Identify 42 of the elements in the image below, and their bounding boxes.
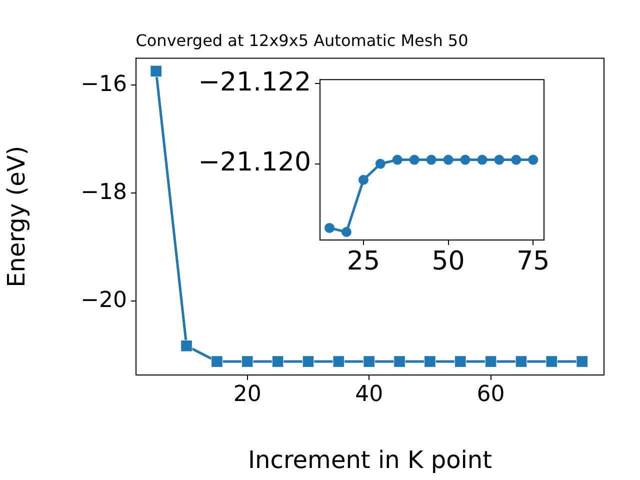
point <box>150 65 162 78</box>
point <box>443 154 454 165</box>
y-tick-label: −18 <box>80 180 127 205</box>
point <box>324 222 335 233</box>
point <box>546 356 558 368</box>
point <box>302 356 314 368</box>
x-axis-title: Increment in K point <box>248 446 492 474</box>
point <box>211 356 223 368</box>
y-tick-label: −21.120 <box>198 148 311 178</box>
point <box>272 356 284 368</box>
point <box>180 340 192 352</box>
x-tick-label: 60 <box>476 382 505 407</box>
y-tick-label: −16 <box>80 72 127 97</box>
point <box>511 154 522 165</box>
point <box>454 356 466 368</box>
point <box>460 154 470 165</box>
point <box>394 356 406 368</box>
y-tick-label: −21.122 <box>198 67 311 98</box>
point <box>358 174 368 185</box>
point <box>426 154 436 165</box>
point <box>409 154 420 165</box>
point <box>477 154 488 165</box>
point <box>494 154 504 165</box>
x-tick-label: 25 <box>346 246 380 276</box>
x-tick-label: 50 <box>432 246 465 276</box>
chart-title: Converged at 12x9x5 Automatic Mesh 50 <box>136 30 468 50</box>
point <box>528 154 538 165</box>
point <box>363 356 375 368</box>
y-axis-title: Energy (eV) <box>2 146 31 288</box>
point <box>424 356 436 368</box>
y-tick-label: −20 <box>80 288 127 313</box>
point <box>392 154 402 165</box>
point <box>241 356 254 368</box>
point <box>332 356 345 368</box>
point <box>484 356 497 368</box>
x-tick-label: 75 <box>516 246 550 276</box>
point <box>341 226 352 237</box>
x-tick-label: 20 <box>233 382 262 407</box>
x-tick-label: 40 <box>355 382 384 407</box>
point <box>515 356 528 368</box>
point <box>375 158 386 169</box>
point <box>576 356 588 368</box>
